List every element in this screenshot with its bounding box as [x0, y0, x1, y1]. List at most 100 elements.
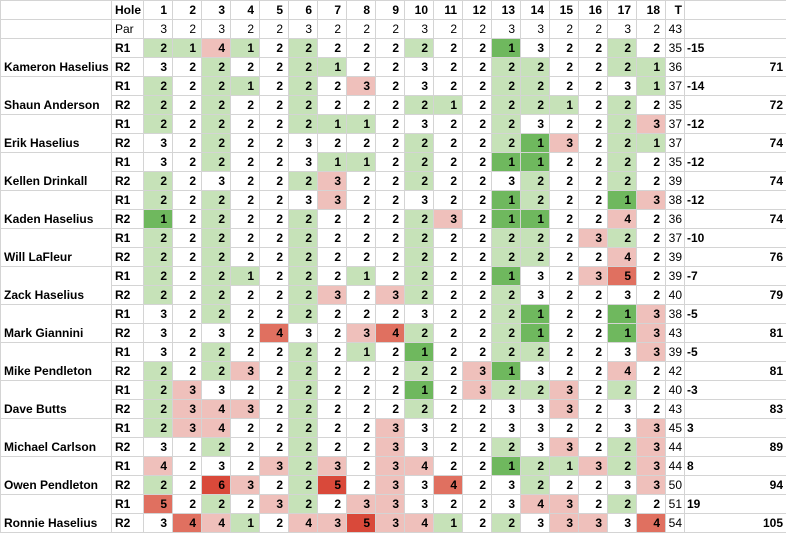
hole-score: 3: [550, 514, 579, 533]
round-label: R2: [112, 134, 144, 153]
round-label: R1: [112, 229, 144, 248]
hole-score: 3: [637, 343, 666, 362]
hole-score: 2: [260, 77, 289, 96]
hole-score: 2: [260, 191, 289, 210]
hole-score: 2: [260, 400, 289, 419]
hole-score: 3: [492, 495, 521, 514]
hole-score: 2: [260, 305, 289, 324]
hole-score: 2: [202, 115, 231, 134]
player-name: Dave Butts: [1, 400, 112, 419]
player-name-spacer: [1, 343, 112, 362]
combined-total: 76: [685, 248, 786, 267]
round-total: 35: [666, 96, 685, 115]
hole-score: 3: [637, 419, 666, 438]
hole-score: 1: [231, 77, 260, 96]
hole-score: 2: [144, 419, 173, 438]
hole-score: 2: [260, 286, 289, 305]
hole-score: 4: [376, 324, 405, 343]
hole-score: 2: [347, 400, 376, 419]
hole-score: 2: [521, 476, 550, 495]
round-label: R1: [112, 153, 144, 172]
hole-score: 1: [405, 381, 434, 400]
hole-score: 2: [579, 286, 608, 305]
hole-score: 2: [376, 343, 405, 362]
hole-score: 2: [289, 172, 318, 191]
hole-score: 2: [492, 115, 521, 134]
round-label: R2: [112, 286, 144, 305]
round-total: 38: [666, 305, 685, 324]
hole-score: 2: [492, 343, 521, 362]
combined-total: 81: [685, 324, 786, 343]
hole-number: 17: [608, 1, 637, 20]
hole-score: 2: [492, 286, 521, 305]
hole-score: 1: [492, 210, 521, 229]
hole-score: 2: [637, 229, 666, 248]
hole-score: 1: [347, 343, 376, 362]
hole-score: 2: [173, 248, 202, 267]
hole-score: 2: [550, 305, 579, 324]
hole-score: 2: [376, 191, 405, 210]
hole-score: 4: [405, 514, 434, 533]
hole-score: 2: [289, 400, 318, 419]
hole-score: 2: [550, 343, 579, 362]
hole-score: 3: [405, 419, 434, 438]
hole-score: 2: [376, 115, 405, 134]
hole-score: 3: [405, 305, 434, 324]
player-name-spacer: [1, 457, 112, 476]
combined-total: 71: [685, 58, 786, 77]
hole-score: 3: [144, 305, 173, 324]
hole-score: 2: [173, 210, 202, 229]
hole-score: 3: [521, 267, 550, 286]
hole-score: 3: [289, 153, 318, 172]
par-value: 3: [144, 20, 173, 39]
hole-score: 2: [492, 229, 521, 248]
hole-score: 3: [405, 476, 434, 495]
hole-score: 3: [608, 286, 637, 305]
to-par: -5: [685, 305, 786, 324]
player-name-spacer: [1, 305, 112, 324]
player-name: Owen Pendleton: [1, 476, 112, 495]
hole-score: 2: [463, 419, 492, 438]
hole-score: 3: [347, 77, 376, 96]
hole-score: 3: [405, 191, 434, 210]
hole-score: 1: [405, 343, 434, 362]
hole-label: Hole: [112, 1, 144, 20]
hole-score: 2: [463, 248, 492, 267]
combined-total: 81: [685, 362, 786, 381]
player-name: Mark Giannini: [1, 324, 112, 343]
hole-score: 2: [231, 343, 260, 362]
par-value: 3: [492, 20, 521, 39]
hole-score: 1: [521, 134, 550, 153]
hole-score: 2: [347, 438, 376, 457]
hole-score: 1: [492, 362, 521, 381]
par-value: 3: [521, 20, 550, 39]
hole-score: 2: [347, 305, 376, 324]
hole-score: 2: [173, 495, 202, 514]
hole-score: 2: [434, 457, 463, 476]
hole-score: 2: [231, 172, 260, 191]
hole-score: 3: [608, 400, 637, 419]
round-label: R2: [112, 400, 144, 419]
par-value: 2: [550, 20, 579, 39]
hole-score: 2: [144, 476, 173, 495]
hole-score: 2: [202, 96, 231, 115]
hole-score: 3: [376, 286, 405, 305]
hole-score: 2: [260, 58, 289, 77]
par-value: 2: [231, 20, 260, 39]
hole-score: 4: [608, 210, 637, 229]
hole-score: 4: [405, 457, 434, 476]
hole-score: 3: [637, 476, 666, 495]
hole-score: 3: [260, 457, 289, 476]
hole-score: 2: [318, 343, 347, 362]
combined-total: 74: [685, 172, 786, 191]
hole-score: 2: [550, 58, 579, 77]
round-total: 39: [666, 343, 685, 362]
hole-score: 2: [637, 153, 666, 172]
hole-score: 2: [231, 419, 260, 438]
hole-score: 2: [579, 134, 608, 153]
round-total: 50: [666, 476, 685, 495]
round-label: R1: [112, 457, 144, 476]
hole-score: 2: [463, 324, 492, 343]
